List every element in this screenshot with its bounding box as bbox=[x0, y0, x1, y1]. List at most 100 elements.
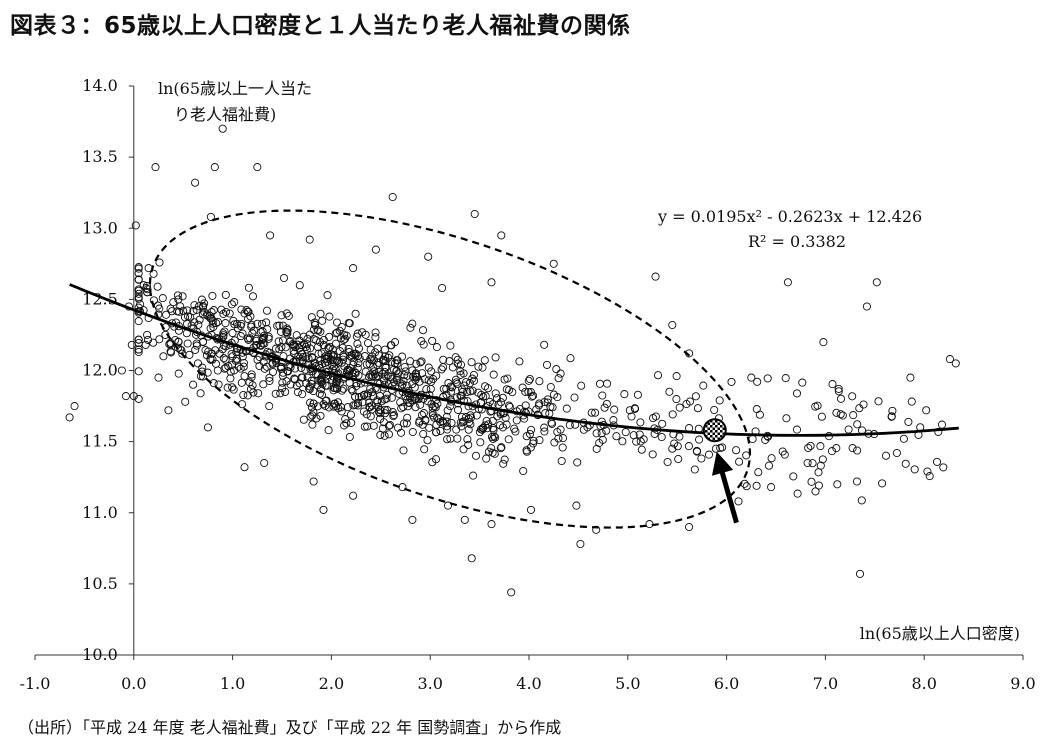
data-point bbox=[298, 390, 307, 399]
data-point bbox=[319, 505, 328, 514]
data-point bbox=[453, 405, 463, 414]
data-point bbox=[630, 404, 640, 413]
data-point bbox=[887, 412, 896, 421]
data-point bbox=[210, 163, 219, 172]
data-point bbox=[242, 305, 251, 315]
data-point bbox=[344, 344, 353, 353]
data-point bbox=[907, 397, 916, 406]
data-point bbox=[374, 358, 383, 367]
data-point bbox=[836, 410, 845, 419]
data-point bbox=[436, 417, 445, 426]
data-point bbox=[236, 332, 245, 341]
data-point bbox=[753, 377, 762, 386]
data-point bbox=[542, 360, 552, 369]
data-point bbox=[783, 278, 792, 287]
data-point bbox=[612, 432, 621, 441]
data-point bbox=[390, 338, 400, 347]
data-point bbox=[488, 424, 498, 433]
data-point bbox=[453, 434, 462, 443]
data-point bbox=[732, 446, 741, 455]
data-point bbox=[143, 330, 152, 339]
data-point bbox=[793, 489, 802, 498]
data-point bbox=[219, 309, 228, 318]
data-point bbox=[461, 378, 471, 387]
data-point bbox=[400, 362, 409, 372]
data-point bbox=[388, 408, 397, 417]
data-point bbox=[384, 353, 393, 362]
data-point bbox=[428, 336, 437, 345]
data-point bbox=[469, 471, 478, 480]
data-point bbox=[498, 423, 507, 432]
data-point bbox=[636, 418, 645, 427]
x-tick-label: -1.0 bbox=[20, 674, 51, 693]
data-point bbox=[226, 374, 235, 383]
data-point bbox=[602, 399, 611, 408]
y-axis-label-line1: ln(65歳以上一人当た bbox=[158, 79, 312, 98]
data-point bbox=[134, 367, 143, 376]
data-point bbox=[447, 387, 456, 396]
data-point bbox=[684, 442, 693, 451]
data-point bbox=[368, 401, 377, 410]
data-point bbox=[343, 403, 352, 412]
data-point bbox=[375, 408, 384, 417]
data-point bbox=[859, 400, 868, 409]
data-point bbox=[816, 442, 825, 451]
data-point bbox=[817, 412, 826, 421]
data-point bbox=[899, 434, 908, 443]
data-point bbox=[352, 381, 361, 391]
data-point bbox=[232, 354, 241, 363]
data-point bbox=[675, 403, 684, 412]
data-point bbox=[431, 455, 441, 464]
data-point bbox=[278, 378, 287, 387]
data-point bbox=[149, 338, 158, 347]
data-point bbox=[134, 317, 143, 326]
data-point bbox=[648, 450, 657, 459]
data-point bbox=[618, 437, 627, 446]
data-point bbox=[342, 367, 352, 376]
data-point bbox=[262, 318, 271, 327]
data-point bbox=[718, 443, 727, 452]
data-point bbox=[393, 359, 402, 368]
y-tick-label: 13.0 bbox=[82, 218, 118, 237]
data-point bbox=[527, 425, 536, 434]
data-point bbox=[467, 554, 476, 563]
data-point bbox=[819, 338, 828, 347]
data-point bbox=[360, 422, 369, 431]
data-point bbox=[262, 306, 272, 315]
data-point bbox=[333, 384, 342, 393]
data-point bbox=[341, 415, 350, 424]
data-point bbox=[813, 401, 822, 410]
data-point bbox=[149, 296, 158, 305]
data-point bbox=[211, 359, 221, 368]
data-point bbox=[386, 421, 395, 430]
x-tick-label: 0.0 bbox=[121, 674, 146, 693]
data-point bbox=[752, 481, 761, 490]
data-point bbox=[239, 390, 248, 400]
data-point bbox=[193, 359, 203, 368]
data-point bbox=[134, 294, 143, 303]
data-point bbox=[521, 401, 530, 410]
data-point bbox=[217, 305, 226, 314]
data-point bbox=[672, 395, 681, 404]
data-point bbox=[844, 425, 853, 434]
data-point bbox=[264, 332, 273, 341]
data-point bbox=[334, 358, 344, 367]
data-point bbox=[491, 433, 500, 442]
data-point bbox=[511, 427, 520, 436]
data-point bbox=[852, 477, 862, 486]
data-point bbox=[504, 401, 514, 410]
data-point bbox=[651, 272, 660, 281]
data-point bbox=[134, 335, 143, 344]
data-point bbox=[834, 384, 843, 393]
data-point bbox=[234, 362, 243, 371]
data-point bbox=[492, 394, 501, 403]
data-point bbox=[416, 358, 425, 367]
data-point bbox=[221, 307, 231, 317]
data-point bbox=[155, 335, 164, 344]
data-point bbox=[519, 466, 528, 476]
data-point bbox=[178, 292, 187, 301]
data-point bbox=[442, 412, 451, 421]
data-point bbox=[368, 352, 377, 361]
data-point bbox=[229, 385, 238, 394]
